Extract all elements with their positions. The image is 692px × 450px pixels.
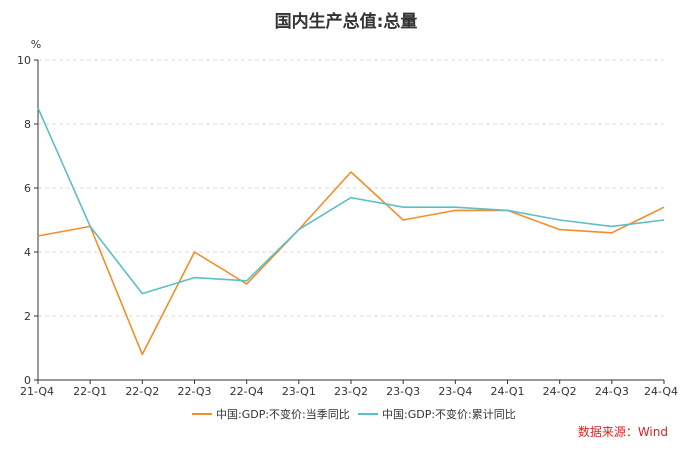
x-tick-label: 24-Q3 bbox=[595, 385, 629, 398]
source-note: 数据来源：Wind bbox=[578, 424, 668, 439]
series-lines bbox=[36, 106, 666, 356]
series-line-1 bbox=[37, 171, 665, 356]
x-tick-label: 21-Q4 bbox=[20, 385, 54, 398]
data-point bbox=[610, 224, 614, 228]
data-point bbox=[349, 195, 353, 199]
data-point bbox=[557, 218, 561, 222]
data-point bbox=[297, 227, 301, 231]
y-tick-label: 8 bbox=[24, 118, 31, 131]
x-tick-label: 22-Q2 bbox=[125, 385, 159, 398]
x-tick-label: 22-Q3 bbox=[177, 385, 211, 398]
x-tick-label: 24-Q1 bbox=[490, 385, 524, 398]
data-point bbox=[349, 170, 353, 174]
y-axis-unit: % bbox=[31, 38, 41, 51]
data-point bbox=[36, 106, 40, 110]
data-point bbox=[401, 205, 405, 209]
series-line-2 bbox=[37, 107, 665, 295]
data-point bbox=[88, 224, 92, 228]
legend-label: 中国:GDP:不变价:当季同比 bbox=[216, 407, 350, 421]
data-point bbox=[662, 218, 666, 222]
y-tick-label: 0 bbox=[24, 374, 31, 387]
y-axis-ticks: 0 2 4 6 8 10 bbox=[17, 54, 38, 387]
data-point bbox=[140, 352, 144, 356]
y-tick-label: 6 bbox=[24, 182, 31, 195]
chart-title: 国内生产总值:总量 bbox=[275, 11, 418, 32]
axes bbox=[37, 60, 664, 381]
grid-lines bbox=[38, 59, 664, 317]
x-tick-label: 24-Q2 bbox=[543, 385, 577, 398]
x-tick-label: 22-Q4 bbox=[230, 385, 264, 398]
data-point bbox=[662, 205, 666, 209]
x-tick-label: 23-Q3 bbox=[386, 385, 420, 398]
data-point bbox=[244, 279, 248, 283]
x-tick-label: 23-Q4 bbox=[438, 385, 472, 398]
data-point bbox=[505, 208, 509, 212]
y-tick-label: 10 bbox=[17, 54, 31, 67]
legend: 中国:GDP:不变价:当季同比 中国:GDP:不变价:累计同比 bbox=[192, 407, 516, 421]
data-point bbox=[192, 275, 196, 279]
data-point bbox=[453, 205, 457, 209]
data-point bbox=[557, 227, 561, 231]
x-tick-label: 23-Q1 bbox=[282, 385, 316, 398]
x-tick-label: 22-Q1 bbox=[73, 385, 107, 398]
data-point bbox=[140, 291, 144, 295]
data-point bbox=[610, 231, 614, 235]
x-tick-label: 23-Q2 bbox=[334, 385, 368, 398]
x-axis-ticks: 21-Q4 22-Q1 22-Q2 22-Q3 22-Q4 23-Q1 23-Q2 23-Q3… bbox=[20, 380, 678, 398]
y-tick-label: 4 bbox=[24, 246, 31, 259]
data-point bbox=[36, 234, 40, 238]
legend-label: 中国:GDP:不变价:累计同比 bbox=[382, 407, 516, 421]
x-tick-label: 24-Q4 bbox=[644, 385, 678, 398]
y-tick-label: 2 bbox=[24, 310, 31, 323]
data-point bbox=[192, 250, 196, 254]
data-point bbox=[401, 218, 405, 222]
